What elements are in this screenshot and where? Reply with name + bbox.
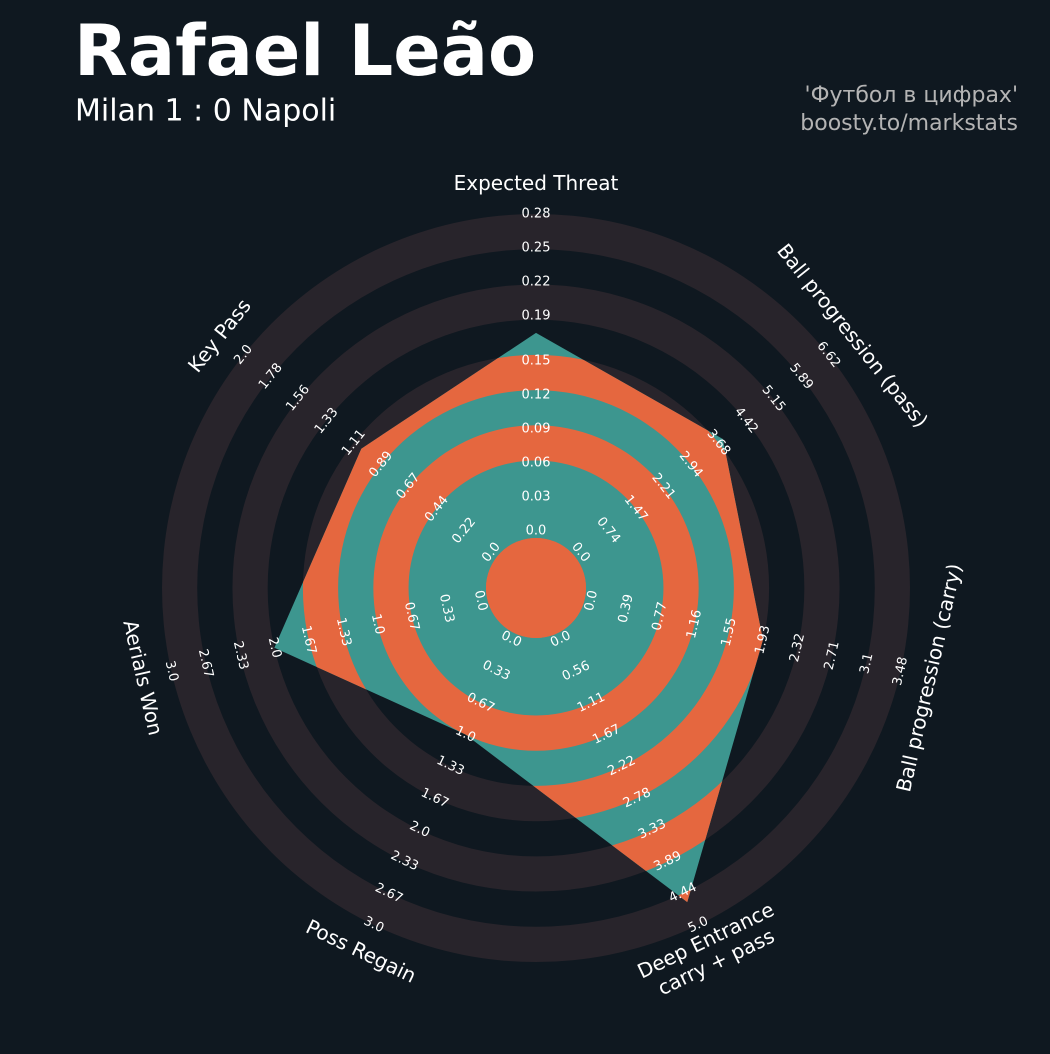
tick-label: 3.48 xyxy=(890,655,911,687)
tick-label: 0.67 xyxy=(401,601,422,633)
tick-label: 0.03 xyxy=(522,490,551,505)
tick-label: 1.93 xyxy=(752,624,773,656)
axis-label: Expected Threat xyxy=(454,171,619,195)
tick-label: 0.25 xyxy=(522,240,551,255)
chart-subtitle: Milan 1 : 0 Napoli xyxy=(75,94,336,129)
tick-label: 0.0 xyxy=(526,524,547,539)
chart-title: Rafael Leão xyxy=(74,10,536,92)
tick-label: 0.15 xyxy=(522,354,551,369)
tick-label: 1.55 xyxy=(719,616,740,648)
tick-label: 0.22 xyxy=(522,274,551,289)
tick-label: 2.32 xyxy=(787,632,808,664)
inner-circle xyxy=(486,538,586,638)
credit: boosty.to/markstats xyxy=(800,111,1018,136)
tick-label: 2.67 xyxy=(195,648,216,680)
tick-label: 0.39 xyxy=(616,593,637,625)
tick-label: 2.71 xyxy=(822,640,843,672)
tick-label: 1.0 xyxy=(368,612,387,636)
tick-label: 0.77 xyxy=(649,601,670,633)
tick-label: 1.67 xyxy=(298,624,319,656)
tick-label: 0.33 xyxy=(436,593,457,625)
tick-label: 0.0 xyxy=(582,589,601,613)
tick-label: 0.0 xyxy=(471,589,490,613)
tick-label: 3.1 xyxy=(857,652,876,676)
tick-label: 2.33 xyxy=(230,640,251,672)
tick-label: 0.06 xyxy=(522,456,551,471)
credit: 'Футбол в цифрах' xyxy=(805,83,1018,108)
tick-label: 2.0 xyxy=(265,636,284,660)
tick-label: 3.0 xyxy=(162,659,181,683)
axis-label-line: Expected Threat xyxy=(454,171,619,195)
tick-label: 0.09 xyxy=(522,422,551,437)
tick-label: 1.33 xyxy=(333,616,354,648)
tick-label: 1.16 xyxy=(684,608,705,640)
tick-label: 0.19 xyxy=(522,308,551,323)
tick-label: 0.12 xyxy=(522,388,551,403)
tick-label: 0.28 xyxy=(522,207,551,222)
